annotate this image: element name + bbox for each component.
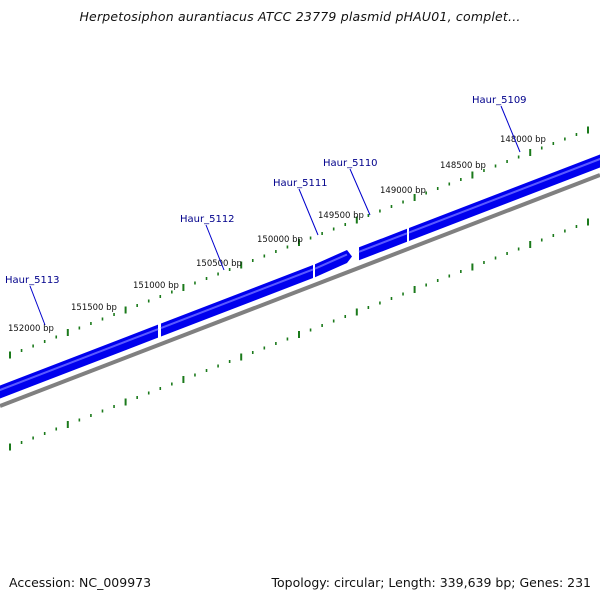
genome-summary-text: Topology: circular; Length: 339,639 bp; … [271, 575, 592, 590]
accession-text: Accession: NC_009973 [9, 575, 152, 590]
outer-tick-track [9, 126, 589, 359]
gene-feature-shade [314, 253, 348, 270]
inner-tick-track [9, 218, 589, 451]
gene-label[interactable]: Haur_5110 [323, 158, 378, 169]
gene-label-connector [500, 105, 521, 153]
gene-label[interactable]: Haur_5113 [5, 275, 60, 286]
map-title: Herpetosiphon aurantiacus ATCC 23779 pla… [79, 9, 521, 24]
scale-tick-label: 150500 bp [196, 259, 242, 269]
backbone-line [0, 173, 600, 408]
gene-track [0, 153, 600, 401]
gene-label-connector [349, 168, 371, 216]
gene-feature-shade [358, 232, 408, 253]
scale-tick-label: 152000 bp [8, 324, 54, 334]
gene-feature-shade [160, 268, 314, 329]
scale-tick-label: 149000 bp [380, 186, 426, 196]
gene-feature[interactable] [161, 264, 313, 337]
gene-feature[interactable] [359, 228, 407, 261]
gene-label-connector [205, 224, 225, 271]
gene-labels: Haur_5109 Haur_5110 Haur_5111 Haur_5112 Haur… [5, 95, 527, 326]
scale-tick-label: 151000 bp [133, 281, 179, 291]
gene-feature-shade [0, 328, 159, 392]
gene-label[interactable]: Haur_5109 [472, 95, 527, 106]
scale-tick-label: 149500 bp [318, 211, 364, 221]
scale-tick-label: 148000 bp [500, 135, 546, 145]
gene-feature-shade [408, 157, 600, 234]
gene-label[interactable]: Haur_5112 [180, 214, 235, 225]
scale-tick-label: 151500 bp [71, 303, 117, 313]
scale-tick-label: 150000 bp [257, 235, 303, 245]
scale-tick-label: 148500 bp [440, 161, 486, 171]
gene-feature[interactable] [409, 153, 600, 242]
gene-label-connector [29, 285, 46, 326]
scale-labels: 148000 bp 148500 bp 149000 bp 149500 bp 1500… [8, 135, 546, 334]
gene-feature[interactable] [0, 324, 158, 401]
gene-label[interactable]: Haur_5111 [273, 178, 328, 189]
gene-label-connector [298, 188, 319, 236]
